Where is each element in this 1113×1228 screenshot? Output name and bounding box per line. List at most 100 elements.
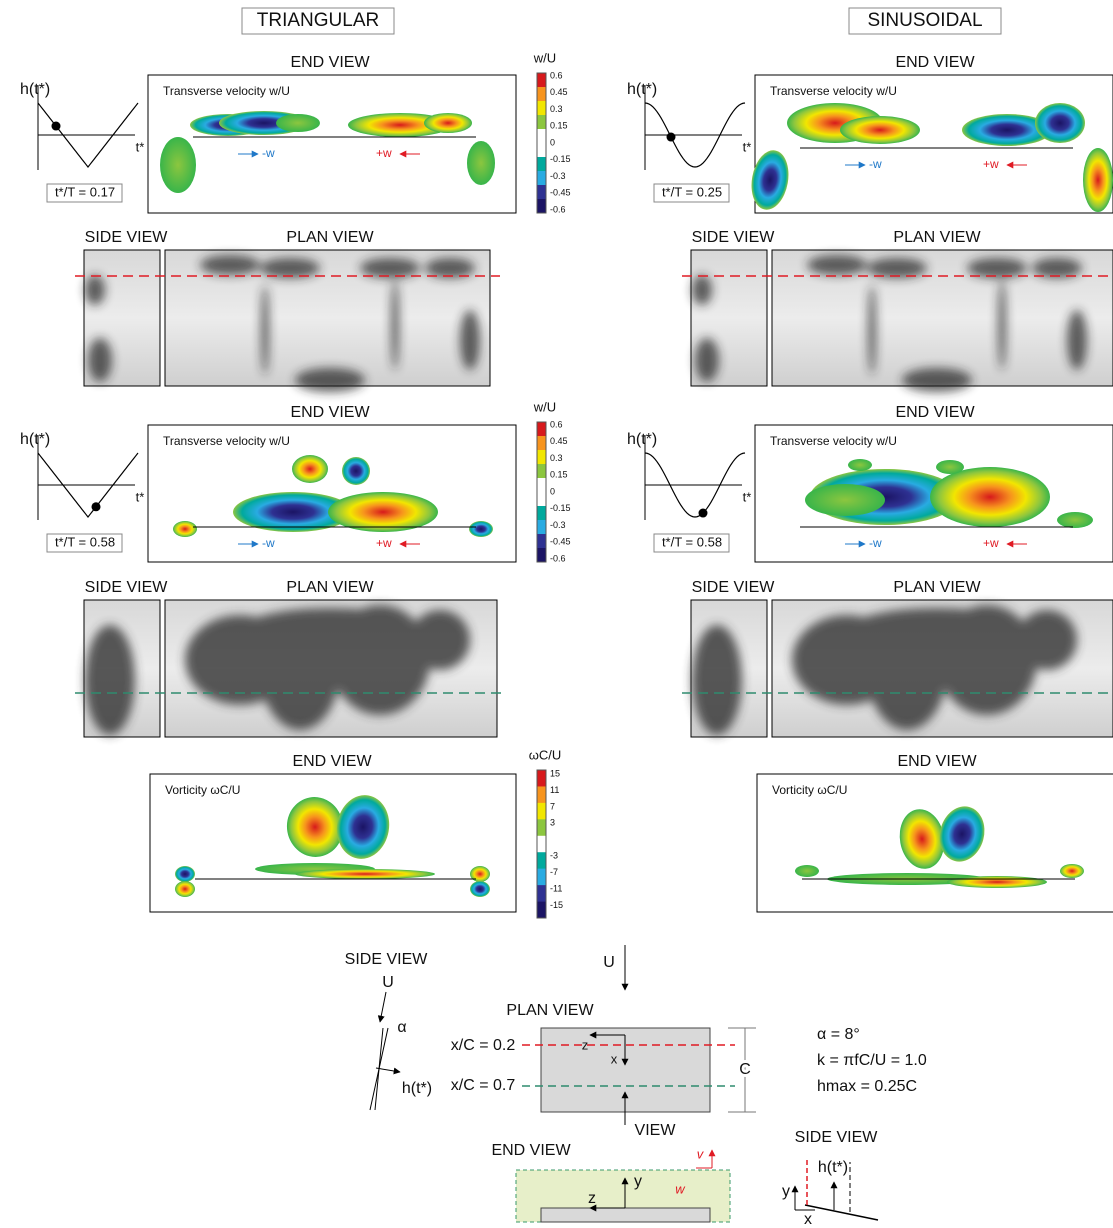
colorbar-tick: 0.15 — [550, 121, 568, 131]
contour-blob — [342, 457, 370, 485]
colorbar-segment — [537, 534, 546, 548]
contour-blob — [1035, 103, 1085, 143]
parameter: k = πfC/U = 1.0 — [817, 1052, 927, 1069]
smudge — [847, 608, 1027, 652]
minus-w: -w — [869, 536, 882, 550]
label: h(t*) — [402, 1080, 432, 1097]
contour-blob — [328, 492, 438, 532]
colorbar-tick: 7 — [550, 801, 555, 811]
colorbar-segment — [537, 464, 546, 478]
plus-w: +w — [376, 536, 392, 550]
smudge — [692, 275, 712, 305]
contour-blob — [175, 881, 195, 897]
label: VIEW — [635, 1122, 677, 1139]
colorbar-tick: 0 — [550, 137, 555, 147]
label: x/C = 0.2 — [451, 1037, 516, 1054]
phase-dot — [667, 133, 676, 142]
parameter: hmax = 0.25C — [817, 1078, 917, 1095]
colorbar-segment — [537, 450, 546, 464]
minus-w: -w — [262, 146, 275, 160]
colorbar-segment — [537, 422, 546, 436]
colorbar-segment — [537, 171, 546, 185]
smudge — [998, 280, 1006, 370]
panel-label: Transverse velocity w/U — [163, 84, 290, 98]
colorbar-tick: -11 — [550, 883, 562, 893]
contour-blob — [470, 881, 490, 897]
axis-label: t* — [136, 139, 145, 154]
smudge — [1032, 258, 1082, 278]
colorbar-tick: 0.6 — [550, 70, 563, 80]
axis-label: h(t*) — [20, 431, 50, 448]
time-label: t*/T = 0.58 — [55, 534, 115, 549]
panel-label: Transverse velocity w/U — [163, 434, 290, 448]
minus-w: -w — [262, 536, 275, 550]
contour-blob — [1057, 512, 1093, 528]
plan-view-title: PLAN VIEW — [893, 579, 981, 596]
axis-label: h(t*) — [20, 81, 50, 98]
label: h(t*) — [818, 1159, 848, 1176]
smudge — [85, 625, 135, 735]
side-view-title: SIDE VIEW — [692, 579, 776, 596]
figure: TRIANGULAREND VIEWTransverse velocity w/… — [0, 0, 1113, 1228]
axis-label: h(t*) — [627, 81, 657, 98]
colorbar-tick: 0.15 — [550, 470, 568, 480]
colorbar-segment — [537, 506, 546, 520]
line — [805, 1205, 878, 1220]
contour-blob — [930, 467, 1050, 527]
side-view-title: SIDE VIEW — [85, 579, 169, 596]
column-title: SINUSOIDAL — [867, 10, 982, 31]
end-view-title: END VIEW — [290, 54, 370, 71]
colorbar-tick: -0.45 — [550, 537, 571, 547]
axis-label: t* — [743, 139, 752, 154]
smudge — [85, 275, 105, 305]
contour-blob — [840, 116, 920, 144]
label: SIDE VIEW — [345, 951, 429, 968]
plan-view-title: PLAN VIEW — [893, 229, 981, 246]
axis-label: t* — [136, 489, 145, 504]
smudge — [868, 285, 876, 375]
label: x/C = 0.7 — [451, 1077, 516, 1094]
label: PLAN VIEW — [506, 1002, 594, 1019]
colorbar-tick: 0.45 — [550, 436, 568, 446]
label: z — [588, 1190, 596, 1207]
minus-w: -w — [869, 157, 882, 171]
smudge — [295, 368, 365, 392]
smudge — [88, 338, 112, 382]
line — [376, 1068, 400, 1072]
smudge — [261, 285, 269, 375]
smudge — [391, 280, 399, 370]
side-view-title: SIDE VIEW — [85, 229, 169, 246]
colorbar-tick: 0.3 — [550, 104, 563, 114]
contour-blob — [175, 866, 195, 882]
contour-blob — [295, 869, 435, 879]
colorbar-segment — [537, 143, 546, 157]
label: y — [634, 1173, 642, 1190]
side-view-title: SIDE VIEW — [692, 229, 776, 246]
label: END VIEW — [491, 1142, 571, 1159]
colorbar-segment — [537, 770, 546, 787]
parameter: α = 8° — [817, 1026, 860, 1043]
section — [541, 1208, 710, 1222]
end-view-title: END VIEW — [292, 753, 372, 770]
colorbar-segment — [537, 902, 546, 919]
end-view-title: END VIEW — [895, 54, 975, 71]
smudge — [1017, 610, 1077, 670]
plan-view-title: PLAN VIEW — [286, 579, 374, 596]
colorbar-label: w/U — [533, 50, 556, 65]
time-label: t*/T = 0.25 — [662, 184, 722, 199]
contour-blob — [469, 521, 493, 537]
label: SIDE VIEW — [795, 1129, 879, 1146]
colorbar-segment — [537, 786, 546, 803]
smudge — [425, 258, 475, 278]
colorbar-segment — [537, 478, 546, 492]
colorbar-tick: 3 — [550, 818, 555, 828]
colorbar-tick: -7 — [550, 867, 558, 877]
axis-label: t* — [743, 489, 752, 504]
plan-view-title: PLAN VIEW — [286, 229, 374, 246]
end-view-title: END VIEW — [895, 404, 975, 421]
smudge — [692, 625, 742, 735]
panel-label: Vorticity ωC/U — [772, 783, 847, 797]
smudge — [200, 255, 260, 275]
label: x — [611, 1051, 618, 1066]
label: U — [603, 954, 615, 971]
